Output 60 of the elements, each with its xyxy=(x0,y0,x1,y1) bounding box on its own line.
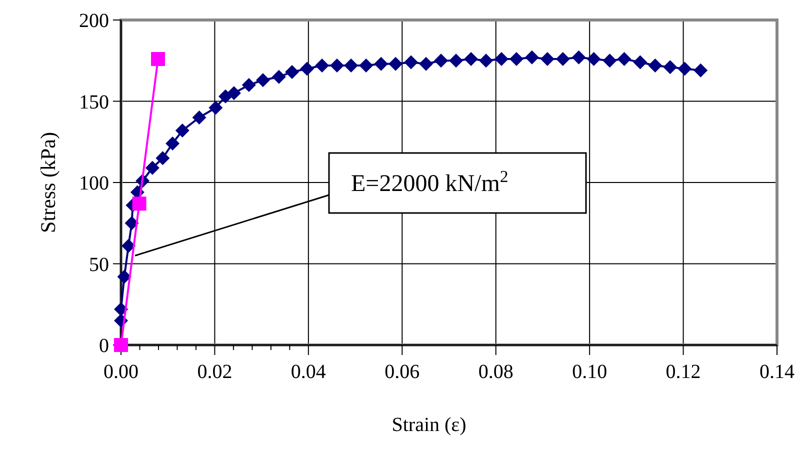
point xyxy=(175,124,190,138)
point xyxy=(145,160,160,175)
y-tick-label: 200 xyxy=(79,10,109,32)
point xyxy=(272,70,286,84)
point xyxy=(388,56,403,71)
x-tick-label: 0.04 xyxy=(290,361,326,383)
point xyxy=(124,216,139,230)
point xyxy=(494,52,508,66)
point xyxy=(121,238,136,253)
point xyxy=(617,52,632,66)
point xyxy=(359,58,374,72)
point xyxy=(464,52,478,66)
point xyxy=(586,52,601,66)
point xyxy=(633,55,648,70)
x-tick-label: 0.10 xyxy=(572,361,608,383)
point xyxy=(602,54,617,68)
point xyxy=(117,270,132,284)
x-tick-label: 0.14 xyxy=(760,361,794,383)
point xyxy=(556,52,570,66)
point xyxy=(208,100,223,115)
point xyxy=(226,86,241,100)
x-tick-label: 0.06 xyxy=(384,361,420,383)
point xyxy=(524,50,539,64)
point xyxy=(694,63,708,78)
x-tick-label: 0.12 xyxy=(666,361,701,383)
point xyxy=(151,52,166,66)
point xyxy=(449,54,464,68)
y-tick-label: 50 xyxy=(89,254,109,276)
point xyxy=(330,58,344,72)
point xyxy=(156,151,170,166)
point xyxy=(434,54,448,68)
point xyxy=(344,58,358,72)
point xyxy=(479,54,494,68)
y-axis-title: Stress (kPa) xyxy=(36,132,60,233)
point xyxy=(678,62,692,76)
point xyxy=(419,56,434,71)
point xyxy=(374,56,388,71)
point xyxy=(132,196,146,211)
point xyxy=(315,58,330,72)
point xyxy=(242,78,256,92)
point xyxy=(509,52,524,66)
point xyxy=(285,65,300,79)
point xyxy=(663,60,678,74)
y-tick-label: 0 xyxy=(99,335,109,357)
x-tick-label: 0.00 xyxy=(104,361,138,383)
annotation: E=22000 kN/m$^{2}$ xyxy=(351,166,508,197)
point xyxy=(404,55,418,70)
x-tick-label: 0.02 xyxy=(197,361,232,383)
point xyxy=(540,52,554,66)
x-tick-label: 0.08 xyxy=(478,361,514,383)
point xyxy=(256,73,270,88)
y-tick-label: 100 xyxy=(79,172,109,194)
point xyxy=(114,302,128,316)
point xyxy=(572,50,586,64)
point xyxy=(166,136,180,150)
x-axis-title: Strain (ε) xyxy=(392,414,466,436)
point xyxy=(192,110,206,124)
point xyxy=(648,58,662,72)
y-tick-label: 150 xyxy=(79,91,109,114)
point xyxy=(300,62,314,76)
